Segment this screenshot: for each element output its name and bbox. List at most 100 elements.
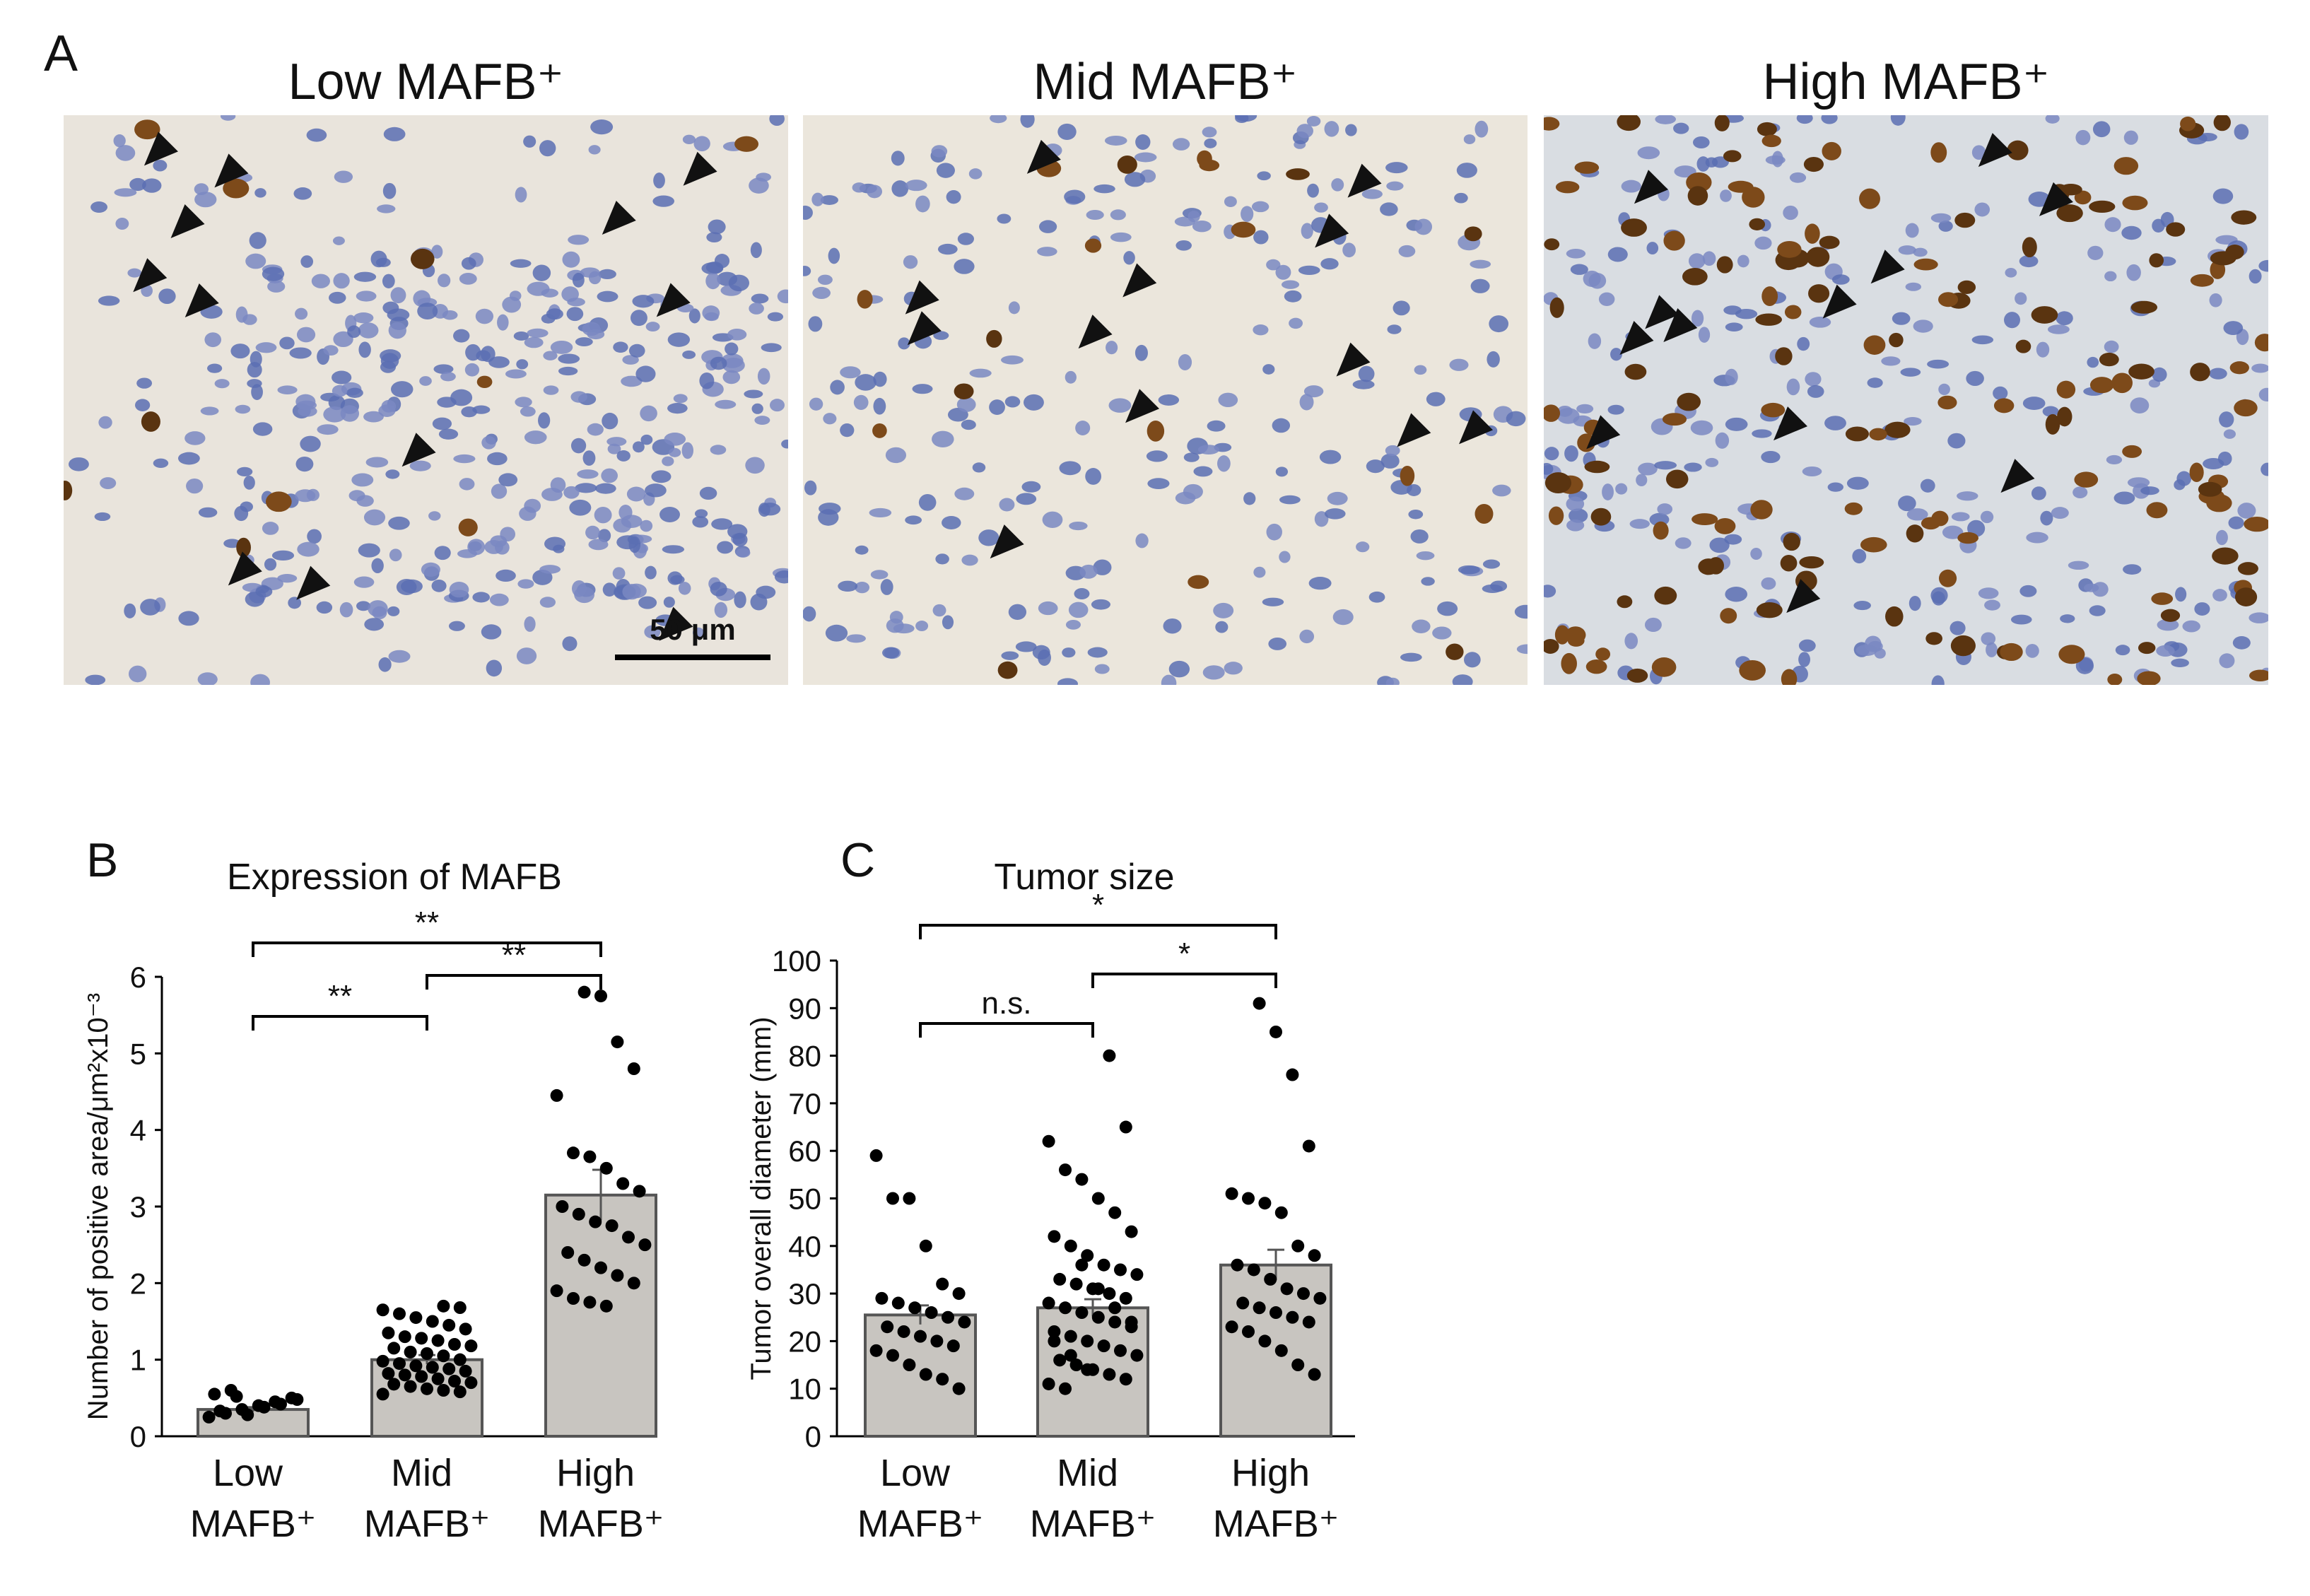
nucleus	[480, 346, 496, 363]
arrowhead	[2000, 459, 2035, 493]
significance-bracket	[1091, 973, 1277, 988]
nucleus	[582, 450, 596, 466]
arrowhead	[1786, 579, 1821, 614]
nucleus	[550, 340, 573, 354]
positive-nucleus	[2056, 204, 2083, 223]
positive-nucleus	[1682, 268, 1708, 286]
data-point	[1053, 1272, 1067, 1286]
nucleus	[2126, 264, 2141, 281]
nucleus	[1262, 597, 1284, 606]
nucleus	[1771, 151, 1783, 168]
nucleus	[509, 291, 522, 301]
data-point	[886, 1192, 899, 1205]
error-bar	[1084, 1298, 1101, 1317]
nucleus	[2123, 564, 2142, 575]
x-tick-line: Low	[880, 1452, 961, 1494]
x-tick-line: High	[1231, 1452, 1320, 1494]
x-tick-label: High MAFB⁺	[1213, 1452, 1339, 1545]
nucleus	[382, 274, 395, 288]
nucleus	[705, 262, 724, 274]
nucleus	[1715, 432, 1730, 449]
nucleus	[855, 545, 869, 555]
nucleus	[644, 625, 661, 639]
data-point	[1075, 1173, 1089, 1186]
positive-nucleus	[2089, 377, 2114, 394]
nucleus	[317, 424, 339, 435]
y-tick-label: 10	[788, 1373, 821, 1406]
nucleus	[391, 381, 414, 398]
nucleus	[515, 397, 532, 408]
arrowhead	[1125, 389, 1160, 423]
nucleus	[561, 286, 579, 303]
nucleus	[539, 565, 561, 574]
nucleus	[668, 447, 681, 457]
nucleus	[1984, 599, 2000, 611]
nucleus	[1135, 533, 1149, 548]
nucleus	[2004, 312, 2020, 329]
nucleus	[817, 274, 833, 286]
nucleus	[1366, 459, 1385, 474]
nucleus	[915, 621, 929, 632]
positive-nucleus	[1621, 218, 1647, 237]
positive-nucleus	[2074, 471, 2099, 488]
nucleus	[153, 160, 168, 172]
nucleus	[388, 650, 411, 663]
nucleus	[1966, 370, 1984, 387]
positive-nucleus	[2099, 353, 2119, 367]
nucleus	[1426, 392, 1446, 406]
nucleus	[2174, 479, 2186, 491]
positive-nucleus	[1626, 668, 1648, 683]
nucleus	[437, 397, 457, 408]
nucleus	[1193, 466, 1213, 477]
nucleus	[1831, 274, 1850, 285]
nucleus	[2060, 614, 2075, 623]
nucleus	[1303, 385, 1324, 398]
nucleus	[1094, 664, 1110, 674]
significance-label: n.s.	[982, 986, 1032, 1021]
data-point	[1258, 1197, 1272, 1210]
nucleus	[453, 454, 476, 464]
data-point	[869, 1344, 883, 1357]
positive-nucleus	[2122, 195, 2148, 211]
positive-nucleus	[458, 518, 478, 536]
nucleus	[1308, 577, 1332, 590]
nucleus	[825, 624, 848, 642]
nucleus	[433, 364, 454, 375]
nucleus	[516, 647, 537, 664]
positive-nucleus	[1889, 332, 1904, 348]
data-point	[936, 1373, 949, 1386]
data-point	[952, 1287, 966, 1301]
nucleus	[710, 445, 727, 455]
nucleus	[577, 469, 599, 479]
significance-label: *	[1178, 937, 1190, 971]
nucleus	[496, 569, 516, 582]
data-point	[1114, 1344, 1127, 1357]
micrograph	[803, 115, 1528, 685]
nucleus	[809, 397, 823, 411]
nucleus	[2121, 225, 2142, 240]
nucleus	[546, 308, 563, 320]
data-point	[404, 1345, 417, 1359]
nucleus	[1624, 633, 1638, 650]
nucleus	[708, 219, 726, 235]
nucleus	[461, 257, 476, 270]
positive-nucleus	[1663, 230, 1685, 251]
x-tick-line: Mid	[391, 1452, 463, 1494]
positive-nucleus	[1845, 426, 1869, 442]
nucleus	[1654, 461, 1677, 470]
positive-nucleus	[1993, 398, 2015, 413]
nucleus	[1786, 378, 1800, 396]
nucleus	[438, 428, 459, 440]
positive-nucleus	[1954, 212, 1976, 228]
nucleus	[2075, 129, 2091, 146]
nucleus	[1069, 521, 1088, 531]
nucleus	[254, 188, 266, 198]
x-tick-line: MAFB⁺	[1213, 1503, 1339, 1545]
nucleus	[115, 218, 129, 230]
nucleus	[1306, 116, 1321, 127]
nucleus	[1951, 512, 1970, 522]
positive-nucleus	[1544, 117, 1560, 131]
data-point	[578, 985, 591, 999]
nucleus	[621, 515, 643, 528]
arrowhead	[214, 153, 249, 188]
